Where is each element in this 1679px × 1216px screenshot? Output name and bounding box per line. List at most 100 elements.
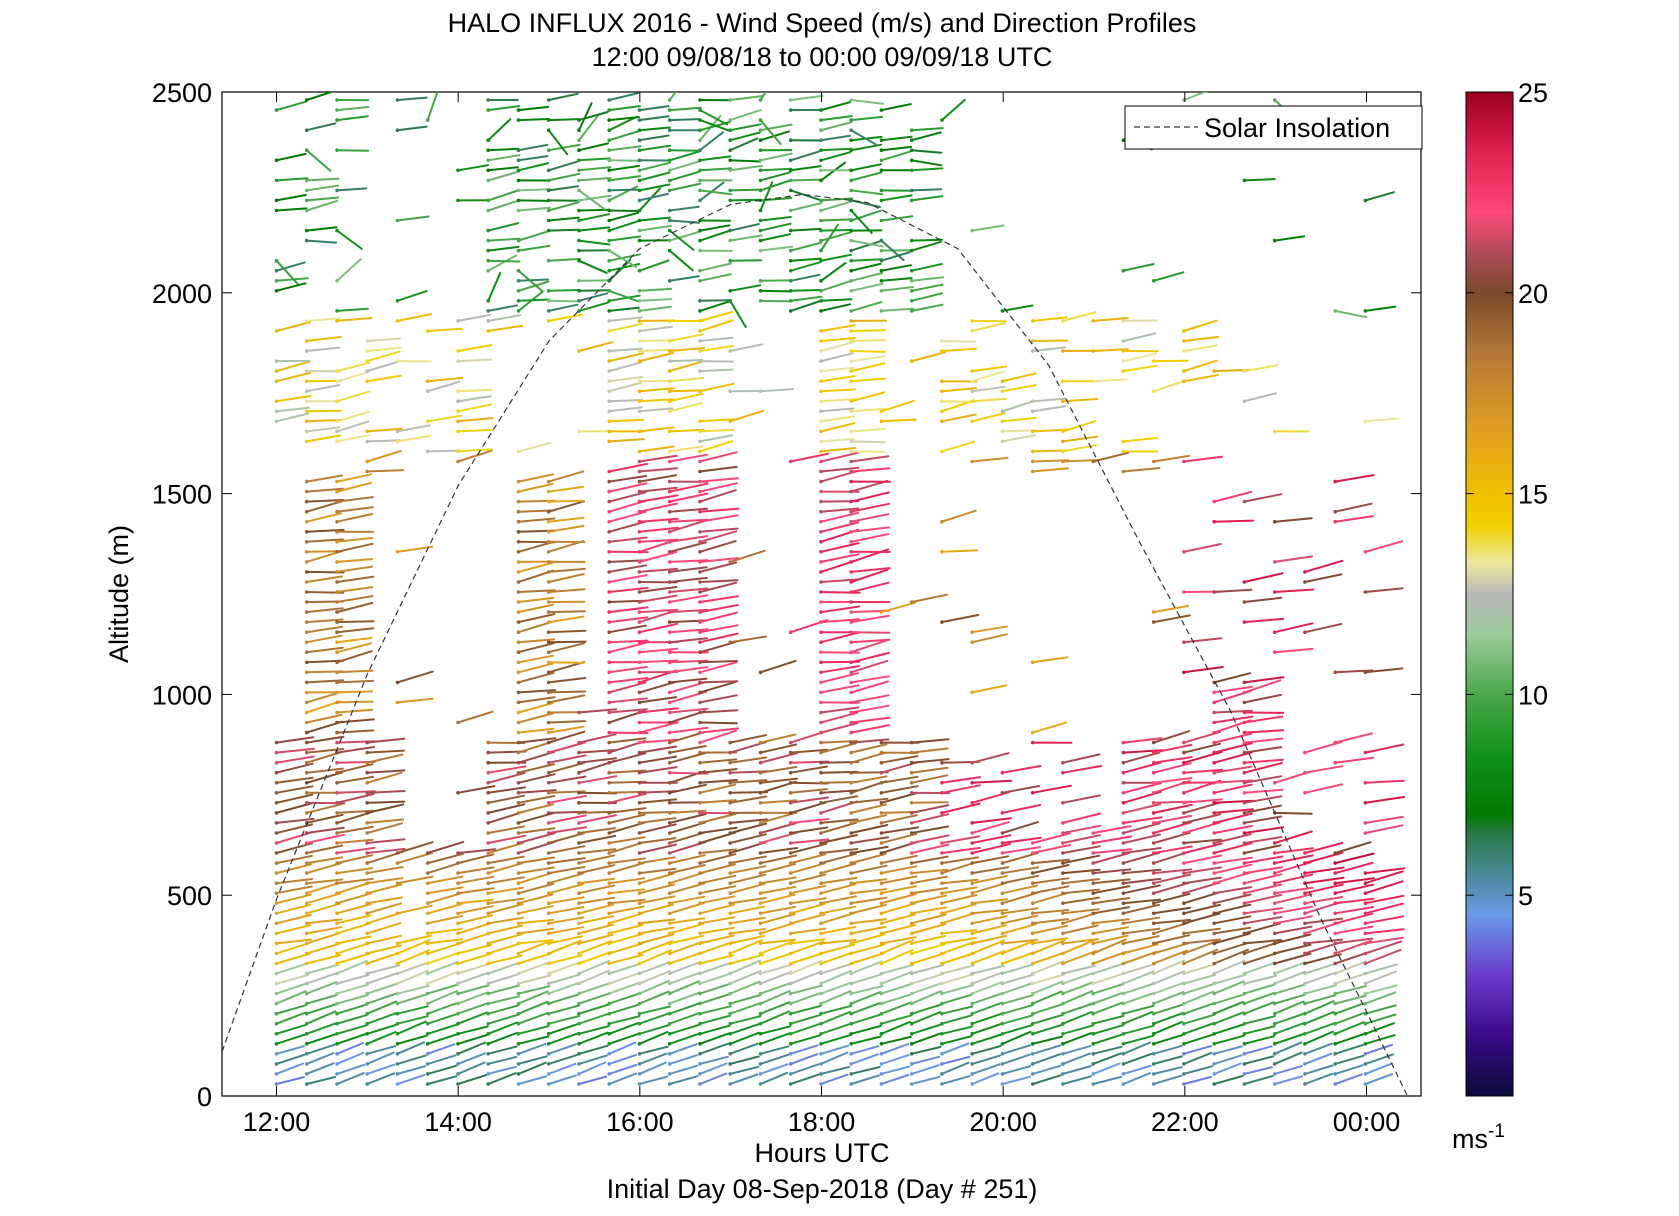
wind-arrow bbox=[819, 981, 853, 996]
wind-arrow bbox=[456, 1002, 489, 1016]
wind-arrow bbox=[1000, 1014, 1034, 1026]
wind-arrow bbox=[698, 118, 730, 132]
wind-arrow bbox=[1121, 898, 1162, 905]
y-tick-label: 500 bbox=[167, 881, 212, 911]
wind-arrow bbox=[425, 951, 461, 966]
wind-arrow bbox=[304, 634, 343, 644]
wind-arrow bbox=[546, 926, 585, 936]
wind-arrow bbox=[728, 343, 764, 353]
wind-arrow bbox=[1303, 841, 1344, 855]
wind-arrow bbox=[395, 697, 434, 705]
wind-arrow bbox=[486, 794, 526, 805]
wind-arrow bbox=[274, 962, 309, 976]
wind-arrow bbox=[365, 1051, 395, 1066]
wind-arrow bbox=[879, 939, 915, 956]
wind-arrow bbox=[849, 1066, 881, 1076]
wind-arrow bbox=[1212, 980, 1245, 996]
wind-arrow bbox=[274, 1033, 307, 1046]
wind-arrow bbox=[637, 918, 676, 926]
wind-arrow bbox=[758, 913, 796, 926]
wind-arrow bbox=[335, 106, 370, 112]
wind-arrow bbox=[607, 857, 646, 865]
wind-arrow bbox=[819, 121, 853, 132]
wind-arrow bbox=[304, 700, 341, 715]
wind-arrow bbox=[304, 735, 345, 745]
wind-arrow bbox=[1091, 1045, 1123, 1056]
wind-arrow bbox=[395, 670, 434, 685]
wind-arrow bbox=[335, 763, 374, 775]
wind-arrow bbox=[667, 882, 706, 895]
wind-arrow bbox=[849, 845, 889, 855]
wind-arrow bbox=[1061, 938, 1099, 946]
wind-arrow bbox=[607, 564, 648, 574]
wind-arrow bbox=[849, 639, 889, 654]
wind-arrow bbox=[1333, 841, 1372, 855]
wind-arrow bbox=[879, 238, 905, 262]
wind-arrow bbox=[1000, 821, 1039, 835]
wind-arrow bbox=[1121, 963, 1156, 976]
wind-arrow bbox=[758, 1010, 790, 1026]
wind-arrow bbox=[274, 893, 312, 905]
wind-arrow bbox=[667, 1054, 698, 1066]
wind-arrow bbox=[395, 939, 431, 956]
wind-arrow bbox=[335, 496, 374, 504]
wind-arrow bbox=[940, 1075, 971, 1086]
wind-arrow bbox=[819, 605, 861, 614]
wind-arrow bbox=[274, 406, 310, 414]
wind-arrow bbox=[819, 665, 860, 675]
wind-arrow bbox=[335, 307, 369, 313]
wind-arrow bbox=[849, 428, 886, 434]
wind-arrow bbox=[667, 118, 701, 122]
wind-arrow bbox=[546, 935, 584, 946]
wind-arrow bbox=[667, 170, 701, 183]
wind-arrow bbox=[274, 1023, 307, 1036]
wind-arrow bbox=[425, 449, 462, 454]
wind-arrow bbox=[637, 517, 679, 524]
colorbar-tick-label: 5 bbox=[1518, 881, 1533, 911]
wind-arrow bbox=[728, 779, 768, 785]
wind-arrow bbox=[970, 684, 1008, 695]
wind-arrow bbox=[607, 220, 640, 233]
wind-arrow bbox=[1363, 743, 1405, 755]
wind-arrow bbox=[1303, 1000, 1335, 1016]
wind-arrow bbox=[698, 848, 737, 855]
wind-arrow bbox=[1242, 804, 1282, 815]
wind-arrow bbox=[304, 196, 340, 203]
wind-arrow bbox=[546, 160, 578, 173]
wind-arrow bbox=[698, 954, 735, 966]
wind-arrow bbox=[637, 594, 678, 604]
wind-arrow bbox=[819, 507, 860, 514]
wind-arrow bbox=[698, 131, 725, 152]
wind-arrow bbox=[879, 1065, 910, 1076]
wind-arrow bbox=[637, 298, 673, 303]
wind-arrow bbox=[788, 818, 830, 825]
wind-arrow bbox=[667, 587, 709, 594]
wind-arrow bbox=[909, 127, 944, 132]
wind-arrow bbox=[667, 541, 707, 554]
wind-arrow bbox=[1151, 743, 1193, 755]
wind-arrow bbox=[698, 709, 739, 715]
wind-arrow bbox=[1061, 435, 1099, 444]
wind-arrow bbox=[1212, 1000, 1244, 1016]
wind-arrow bbox=[1333, 1043, 1365, 1056]
wind-arrow bbox=[698, 368, 734, 373]
wind-arrow bbox=[365, 982, 399, 996]
wind-arrow bbox=[546, 845, 586, 855]
wind-arrow bbox=[667, 922, 704, 936]
wind-arrow bbox=[1061, 1011, 1093, 1026]
wind-arrow bbox=[758, 1071, 789, 1086]
wind-arrow bbox=[1272, 905, 1314, 916]
wind-arrow bbox=[335, 690, 374, 695]
wind-arrow bbox=[819, 852, 858, 865]
wind-arrow bbox=[516, 298, 551, 303]
wind-arrow bbox=[335, 952, 371, 966]
wind-arrow bbox=[698, 729, 738, 745]
wind-arrow bbox=[274, 152, 307, 163]
wind-arrow bbox=[940, 993, 974, 1006]
wind-arrow bbox=[819, 848, 859, 855]
wind-arrow bbox=[577, 992, 610, 1006]
wind-arrow bbox=[1333, 756, 1375, 765]
wind-arrow bbox=[607, 185, 639, 203]
wind-arrow bbox=[1091, 897, 1131, 905]
wind-arrow bbox=[1242, 1035, 1275, 1046]
